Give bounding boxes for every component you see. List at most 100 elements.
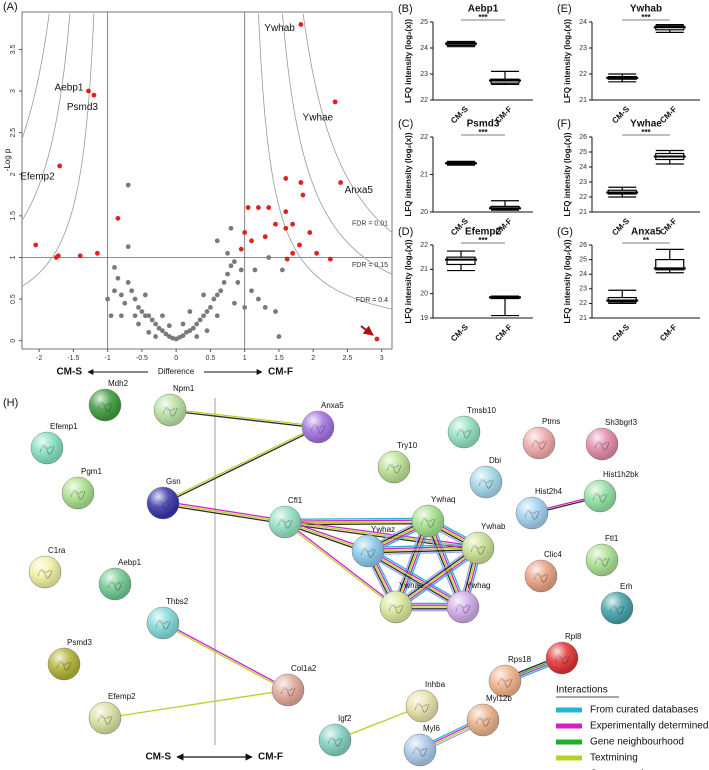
y-axis-label: LFQ intensity (log₂(x)) — [404, 132, 413, 216]
data-point — [86, 88, 91, 94]
node-shine — [48, 648, 80, 680]
interaction-edge — [396, 548, 480, 609]
panel-letter: (C) — [398, 118, 413, 130]
data-point — [118, 292, 124, 298]
data-point — [112, 288, 117, 294]
data-point — [142, 292, 148, 298]
y-axis-label: LFQ intensity (log₂(x)) — [563, 132, 572, 216]
interaction-edge — [367, 545, 478, 550]
data-point — [187, 309, 193, 314]
x-tick-label: -1 — [105, 355, 111, 362]
y-tick-label: 21 — [420, 266, 428, 273]
data-point — [327, 256, 333, 262]
data-point — [314, 250, 320, 256]
x-tick-label: CM-S — [610, 104, 631, 125]
x-tick-label: -0.5 — [136, 355, 148, 362]
significance-label: *** — [478, 236, 488, 245]
data-point — [214, 313, 220, 319]
data-point — [235, 280, 241, 285]
data-point — [115, 275, 121, 281]
node-label: Efemp2 — [108, 692, 136, 701]
legend-label: From curated databases — [590, 705, 698, 716]
data-point — [208, 304, 213, 310]
panel-letter: (A) — [3, 1, 18, 13]
interaction-edge — [163, 500, 286, 521]
interaction-edge — [170, 408, 319, 427]
node-shine — [448, 416, 480, 448]
data-point — [283, 209, 289, 215]
interaction-edge — [367, 543, 478, 549]
data-point — [218, 288, 224, 294]
node-label: Ywhab — [481, 522, 506, 531]
node-shine — [147, 607, 179, 639]
y-axis-label: LFQ intensity (log₂(x)) — [404, 239, 413, 323]
y-tick-label: 25 — [420, 19, 428, 26]
chart-title: Ywhab — [630, 4, 662, 15]
data-point — [194, 321, 200, 327]
right-group-label: CM-F — [258, 752, 283, 763]
data-point — [57, 163, 63, 169]
interaction-edge — [285, 521, 429, 524]
data-point — [108, 313, 114, 319]
node-label: Psmd3 — [67, 638, 92, 647]
node-shine — [272, 674, 304, 706]
y-tick-label: 25 — [579, 256, 587, 263]
y-axis-label: -Log p — [3, 148, 12, 171]
y-tick-label: 25 — [579, 149, 587, 156]
node-label: Pgm1 — [81, 467, 102, 476]
panel-letter: (B) — [398, 3, 413, 15]
data-point — [242, 304, 248, 310]
data-point — [201, 313, 206, 319]
data-point — [190, 325, 196, 331]
data-point — [300, 192, 306, 198]
data-point — [91, 92, 97, 98]
fdr-curve — [21, 13, 50, 139]
data-point — [279, 267, 285, 273]
left-group-label: CM-S — [145, 752, 171, 763]
interaction-edge — [169, 410, 318, 429]
data-point — [238, 267, 244, 273]
x-tick-label: CM-S — [449, 322, 470, 343]
data-point — [249, 288, 254, 294]
interaction-edge — [395, 547, 479, 608]
data-point — [94, 250, 100, 256]
y-tick-label: 2 — [10, 172, 17, 176]
fdr-curve — [21, 13, 71, 221]
data-point — [153, 334, 159, 339]
node-label: Tmsb10 — [467, 406, 496, 415]
interaction-edge — [367, 547, 479, 552]
y-tick-label: 21 — [420, 171, 428, 178]
data-point — [146, 329, 152, 335]
y-tick-label: 3.5 — [10, 44, 17, 54]
data-point — [160, 313, 165, 319]
node-shine — [62, 477, 94, 509]
node-shine — [586, 544, 618, 576]
node-shine — [352, 535, 384, 567]
interaction-edge — [284, 517, 428, 520]
data-point — [273, 309, 278, 314]
node-label: Rpl8 — [565, 632, 582, 641]
significance-label: ** — [643, 236, 650, 245]
point-label: Aebp1 — [55, 83, 84, 94]
data-point — [266, 205, 272, 210]
interaction-edge — [162, 623, 288, 692]
x-tick-label: 3 — [380, 355, 384, 362]
point-label: Efemp2 — [20, 172, 55, 183]
point-label: Ywhab — [264, 23, 295, 34]
y-tick-label: 24 — [420, 45, 428, 52]
node-label: Mdh2 — [108, 379, 129, 388]
chart-title: Efemp2 — [465, 227, 502, 238]
y-tick-label: 22 — [579, 194, 587, 201]
interaction-edge — [368, 549, 479, 554]
y-tick-label: 20 — [420, 291, 428, 298]
node-label: Ywhaq — [431, 495, 455, 504]
y-tick-label: 21 — [579, 97, 587, 104]
data-point — [132, 313, 138, 319]
significance-label: *** — [641, 128, 651, 137]
interaction-edge — [285, 519, 479, 547]
data-point — [228, 225, 234, 231]
legend-swatch — [556, 739, 582, 745]
data-point — [201, 292, 206, 298]
